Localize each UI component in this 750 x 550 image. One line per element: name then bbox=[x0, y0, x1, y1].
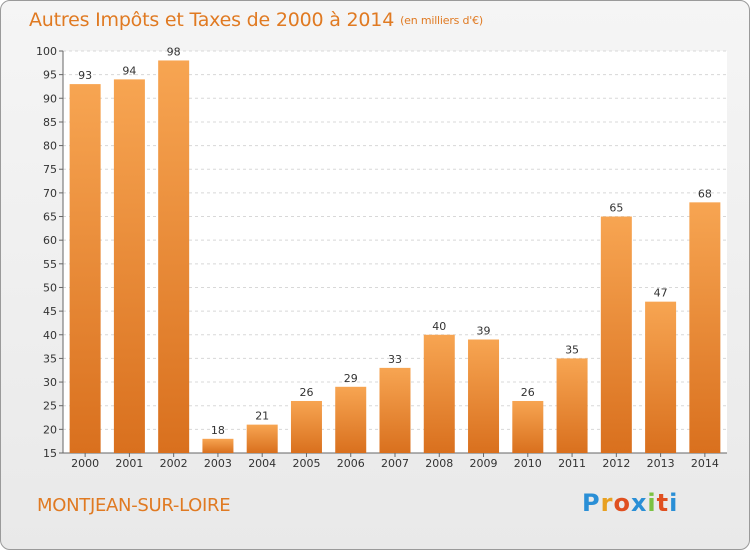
y-tick-label: 75 bbox=[43, 163, 57, 176]
bar bbox=[645, 301, 677, 453]
bar-value-label: 21 bbox=[255, 410, 269, 423]
logo-letter: r bbox=[600, 489, 614, 517]
x-tick-label: 2004 bbox=[248, 457, 276, 470]
chart-title: Autres Impôts et Taxes de 2000 à 2014 (en… bbox=[29, 9, 483, 31]
y-tick-label: 65 bbox=[43, 211, 57, 224]
bar-value-label: 18 bbox=[211, 424, 225, 437]
x-tick-label: 2005 bbox=[292, 457, 320, 470]
bar bbox=[202, 438, 234, 453]
x-tick-label: 2008 bbox=[425, 457, 453, 470]
y-tick-label: 25 bbox=[43, 400, 57, 413]
chart-title-unit: (en milliers d'€) bbox=[400, 14, 483, 27]
proxiti-logo: Proxiti bbox=[582, 489, 678, 517]
bar-value-label: 26 bbox=[299, 386, 313, 399]
y-tick-label: 60 bbox=[43, 234, 57, 247]
x-tick-label: 2011 bbox=[558, 457, 586, 470]
y-tick-label: 90 bbox=[43, 92, 57, 105]
bar-value-label: 26 bbox=[521, 386, 535, 399]
x-tick-label: 2006 bbox=[337, 457, 365, 470]
y-tick-label: 95 bbox=[43, 69, 57, 82]
y-tick-label: 55 bbox=[43, 258, 57, 271]
chart-title-text: Autres Impôts et Taxes de 2000 à 2014 bbox=[29, 9, 395, 31]
bar bbox=[468, 339, 500, 453]
y-tick-label: 35 bbox=[43, 352, 57, 365]
logo-letter: i bbox=[647, 489, 657, 517]
x-tick-label: 2007 bbox=[381, 457, 409, 470]
bar bbox=[512, 400, 544, 453]
bar-value-label: 29 bbox=[344, 372, 358, 385]
x-tick-label: 2009 bbox=[470, 457, 498, 470]
bar-value-label: 33 bbox=[388, 353, 402, 366]
x-tick-label: 2000 bbox=[71, 457, 99, 470]
y-tick-label: 40 bbox=[43, 329, 57, 342]
bar-value-label: 65 bbox=[609, 202, 623, 215]
y-tick-label: 45 bbox=[43, 305, 57, 318]
bar-value-label: 93 bbox=[78, 69, 92, 82]
logo-letter: P bbox=[582, 489, 601, 517]
bar-value-label: 94 bbox=[122, 64, 136, 77]
bar bbox=[290, 400, 322, 453]
y-tick-label: 20 bbox=[43, 423, 57, 436]
bar bbox=[423, 334, 455, 453]
bar-value-label: 40 bbox=[432, 320, 446, 333]
bar bbox=[379, 367, 411, 453]
commune-name: MONTJEAN-SUR-LOIRE bbox=[37, 495, 231, 516]
y-tick-label: 100 bbox=[36, 45, 57, 58]
x-tick-label: 2003 bbox=[204, 457, 232, 470]
logo-letter: t bbox=[656, 489, 670, 517]
x-tick-label: 2010 bbox=[514, 457, 542, 470]
x-tick-label: 2001 bbox=[115, 457, 143, 470]
logo-letter: i bbox=[669, 489, 679, 517]
y-tick-label: 70 bbox=[43, 187, 57, 200]
x-tick-label: 2014 bbox=[691, 457, 719, 470]
bar bbox=[113, 79, 145, 454]
y-tick-label: 15 bbox=[43, 447, 57, 460]
y-tick-label: 80 bbox=[43, 140, 57, 153]
bar bbox=[69, 84, 101, 453]
bar bbox=[600, 216, 632, 453]
y-tick-label: 30 bbox=[43, 376, 57, 389]
bar bbox=[246, 424, 278, 453]
y-tick-label: 50 bbox=[43, 281, 57, 294]
y-tick-label: 85 bbox=[43, 116, 57, 129]
bar bbox=[689, 202, 721, 453]
bar bbox=[158, 60, 190, 453]
x-tick-label: 2012 bbox=[602, 457, 630, 470]
bar-value-label: 47 bbox=[654, 287, 668, 300]
bar bbox=[335, 386, 367, 453]
bar-value-label: 35 bbox=[565, 343, 579, 356]
logo-letter: x bbox=[630, 489, 648, 517]
logo-letter: o bbox=[613, 489, 631, 517]
bar bbox=[556, 358, 588, 453]
bar-value-label: 98 bbox=[167, 45, 181, 58]
x-tick-label: 2002 bbox=[160, 457, 188, 470]
bar-value-label: 68 bbox=[698, 187, 712, 200]
bar-value-label: 39 bbox=[477, 324, 491, 337]
x-tick-label: 2013 bbox=[647, 457, 675, 470]
